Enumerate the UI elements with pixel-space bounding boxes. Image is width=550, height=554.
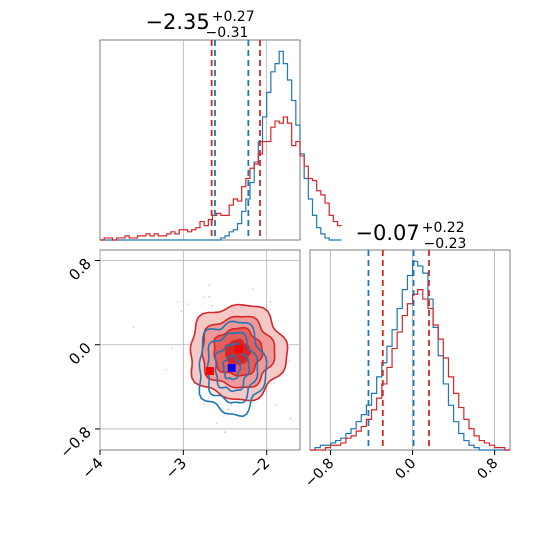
contour-y-tick-label-2: −0.8 xyxy=(56,423,94,461)
hist-panel-param1-series xyxy=(100,50,342,241)
marker-red-0 xyxy=(206,367,214,376)
contour-x-tick-label-2: −2 xyxy=(245,454,273,482)
hist-panel-param1: −2.35 +0.27 −0.31 xyxy=(99,9,342,241)
sample-point xyxy=(288,360,291,362)
hist-title-param1-lower: −0.31 xyxy=(206,25,249,41)
contour-blue-level-0 xyxy=(222,354,242,381)
hist-title-param2-value: −0.07 xyxy=(355,221,419,245)
hist-title-param1-value: −2.35 xyxy=(145,10,209,34)
contour-y-tick-label-1: 0.0 xyxy=(65,339,95,369)
contour-panel-y-ticks: 0.8 0.0 −0.8 xyxy=(56,255,100,462)
contour-x-tick-label-1: −3 xyxy=(162,454,190,482)
hist-panel-param1-frame xyxy=(99,39,301,241)
sample-point xyxy=(207,284,210,287)
sample-point xyxy=(176,301,179,304)
hist-title-param2-lower: −0.23 xyxy=(424,236,467,252)
sample-point xyxy=(224,431,226,434)
sample-point xyxy=(227,408,230,411)
hist-panel-param1-grid xyxy=(182,40,268,240)
sample-point xyxy=(215,422,218,425)
sample-point xyxy=(203,403,205,406)
sample-point xyxy=(165,368,168,371)
sample-point xyxy=(202,296,205,299)
contour-panel: −4 −3 −2 0.8 0.0 −0.8 xyxy=(56,249,301,482)
x-tick-label-0: −0.8 xyxy=(302,456,337,491)
sample-point xyxy=(180,310,183,313)
sample-point xyxy=(132,326,135,329)
hist-title-param1-upper: +0.27 xyxy=(212,9,255,25)
sample-point xyxy=(230,403,232,405)
sample-point xyxy=(274,404,277,406)
hist-panel-param1-quantile-lines xyxy=(210,40,261,240)
hist-panel-param2-grid xyxy=(330,250,496,450)
hist-panel-param2-x-ticks: −0.8 0.0 0.8 xyxy=(302,450,501,491)
x-tick-label-2: 0.8 xyxy=(474,456,501,483)
sample-point xyxy=(269,301,272,304)
hist-series-red xyxy=(100,116,342,241)
hist-panel-param2: −0.8 0.0 0.8 −0.07 +0.22 −0.23 xyxy=(302,220,511,491)
sample-point xyxy=(208,295,211,298)
marker-blue-2 xyxy=(227,363,236,372)
hist-title-param2-upper: +0.22 xyxy=(422,220,465,236)
sample-point xyxy=(272,382,275,385)
hist-series-blue xyxy=(100,50,342,241)
sample-point xyxy=(251,288,254,291)
sample-point xyxy=(171,347,174,350)
contour-panel-markers xyxy=(206,344,244,376)
hist-series-blue xyxy=(310,260,510,451)
hist-panel-param2-title: −0.07 +0.22 −0.23 xyxy=(355,220,466,252)
contour-x-tick-label-0: −4 xyxy=(78,454,106,482)
sample-point xyxy=(289,417,292,420)
hist-panel-param2-frame xyxy=(309,249,511,451)
sample-point xyxy=(187,303,190,306)
sample-point xyxy=(211,305,214,307)
contour-y-tick-label-0: 0.8 xyxy=(65,255,95,285)
hist-panel-param2-quantile-lines xyxy=(367,250,430,450)
hist-series-red xyxy=(310,289,510,451)
contour-panel-x-ticks: −4 −3 −2 xyxy=(78,450,273,482)
hist-panel-param1-title: −2.35 +0.27 −0.31 xyxy=(145,9,254,41)
hist-panel-param2-series xyxy=(310,260,510,451)
marker-red-1 xyxy=(235,344,244,353)
x-tick-label-1: 0.0 xyxy=(392,456,419,483)
contour-blue-level-3 xyxy=(198,320,268,418)
